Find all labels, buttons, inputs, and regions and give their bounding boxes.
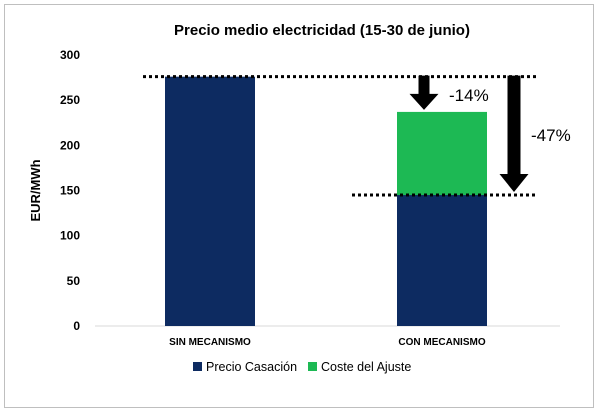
y-axis-ticks: 0 50 100 150 200 250 300 bbox=[60, 48, 80, 333]
annotations: -14% -47% bbox=[409, 75, 571, 193]
bars bbox=[165, 76, 487, 327]
legend-label-coste-del-ajuste: Coste del Ajuste bbox=[321, 360, 411, 374]
x-category-label: SIN MECANISMO bbox=[169, 337, 251, 348]
legend-swatch-coste-del-ajuste bbox=[308, 362, 317, 371]
bar-coste-del-ajuste-con-mecanismo bbox=[397, 111, 487, 196]
annotation-label-14: -14% bbox=[449, 86, 489, 105]
x-axis-categories: SIN MECANISMO CON MECANISMO bbox=[169, 337, 486, 348]
legend-label-precio-casacion: Precio Casación bbox=[206, 360, 297, 374]
arrow-down-icon bbox=[499, 75, 529, 193]
bar-precio-casacion-con-mecanismo bbox=[397, 195, 487, 326]
reference-lines bbox=[143, 75, 537, 197]
y-tick-label: 300 bbox=[60, 48, 80, 62]
y-tick-label: 100 bbox=[60, 229, 80, 243]
chart-title: Precio medio electricidad (15-30 de juni… bbox=[174, 22, 470, 39]
legend-swatch-precio-casacion bbox=[193, 362, 202, 371]
annotation-label-47: -47% bbox=[531, 126, 571, 145]
chart-frame bbox=[4, 4, 594, 408]
y-tick-label: 0 bbox=[73, 319, 80, 333]
legend: Precio Casación Coste del Ajuste bbox=[193, 360, 411, 374]
y-tick-label: 250 bbox=[60, 93, 80, 107]
x-category-label: CON MECANISMO bbox=[398, 337, 485, 348]
y-axis-label: EUR/MWh bbox=[28, 159, 43, 221]
y-tick-label: 50 bbox=[67, 274, 81, 288]
y-tick-label: 150 bbox=[60, 184, 80, 198]
y-tick-label: 200 bbox=[60, 138, 80, 152]
bar-precio-casacion-sin-mecanismo bbox=[165, 76, 255, 327]
arrow-down-icon bbox=[409, 75, 439, 110]
